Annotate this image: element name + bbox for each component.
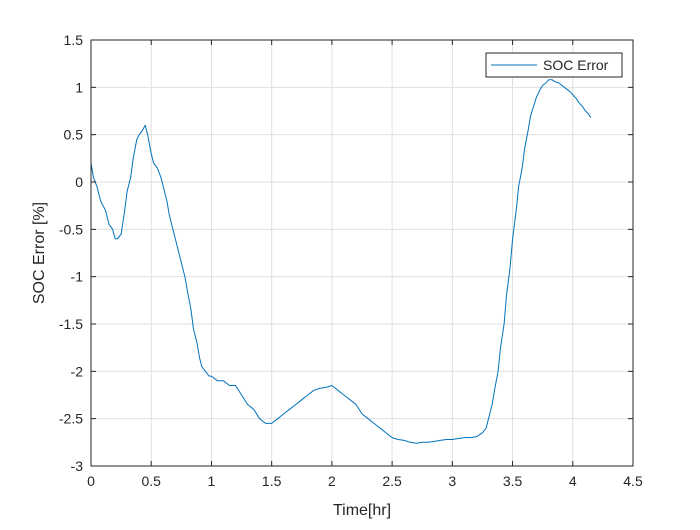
y-tick-label: -3 [71,458,84,474]
axis-ticks: 0 0.5 1 1.5 2 2.5 3 3.5 4 4.5 -3 -2.5 -2 -1.5 -1 -0.5 0 0… [59,32,643,489]
x-tick-label: 0 [87,473,95,489]
y-tick-label: -2.5 [59,411,83,427]
x-tick-label: 3 [448,473,456,489]
y-tick-label: 1.5 [64,32,84,48]
plot-area [91,40,633,466]
x-tick-label: 1.5 [262,473,282,489]
y-tick-label: -0.5 [59,221,83,237]
x-tick-label: 2.5 [382,473,402,489]
x-tick-label: 4.5 [623,473,643,489]
legend-entry-soc-error: SOC Error [543,57,609,73]
y-tick-label: 1 [75,79,83,95]
x-tick-label: 0.5 [141,473,161,489]
x-tick-label: 4 [569,473,577,489]
y-axis-label: SOC Error [%] [31,202,48,304]
x-axis-label: Time[hr] [333,502,391,519]
legend: SOC Error [485,52,623,78]
y-tick-label: -1 [71,269,84,285]
y-tick-label: -2 [71,363,84,379]
x-tick-label: 2 [328,473,336,489]
y-tick-label: -1.5 [59,316,83,332]
plot-frame [90,39,634,467]
x-tick-label: 1 [208,473,216,489]
series-line-soc-error [90,79,592,444]
x-tick-label: 3.5 [503,473,523,489]
series-layer [90,79,592,444]
y-tick-label: 0 [75,174,83,190]
y-tick-label: 0.5 [64,127,84,143]
